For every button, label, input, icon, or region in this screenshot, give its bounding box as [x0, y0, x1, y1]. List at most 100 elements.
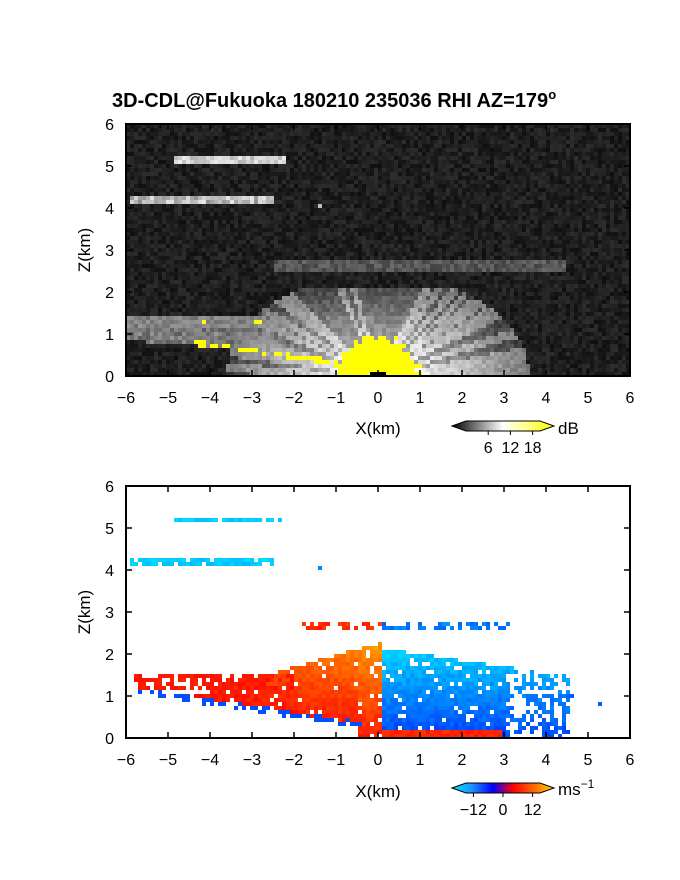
reflectivity-cell: [162, 296, 166, 300]
reflectivity-cell: [206, 236, 210, 240]
reflectivity-cell: [374, 284, 378, 288]
reflectivity-cell: [314, 216, 318, 220]
reflectivity-cell: [354, 168, 358, 172]
reflectivity-cell: [330, 136, 334, 140]
reflectivity-cell: [282, 180, 286, 184]
reflectivity-cell: [166, 184, 170, 188]
reflectivity-cell: [330, 188, 334, 192]
reflectivity-cell: [282, 196, 286, 200]
reflectivity-cell: [262, 128, 266, 132]
reflectivity-cell: [398, 276, 402, 280]
reflectivity-cell: [222, 140, 226, 144]
reflectivity-cell: [322, 304, 326, 308]
reflectivity-cell: [366, 296, 370, 300]
reflectivity-cell: [250, 248, 254, 252]
reflectivity-cell: [166, 304, 170, 308]
reflectivity-cell: [242, 128, 246, 132]
reflectivity-cell: [222, 208, 226, 212]
reflectivity-cell: [226, 268, 230, 272]
reflectivity-cell: [330, 128, 334, 132]
reflectivity-cell: [370, 220, 374, 224]
reflectivity-cell: [374, 264, 378, 268]
reflectivity-cell: [270, 308, 274, 312]
reflectivity-cell: [134, 348, 138, 352]
reflectivity-cell: [198, 288, 202, 292]
reflectivity-cell: [274, 344, 278, 348]
reflectivity-cell: [358, 180, 362, 184]
reflectivity-cell: [246, 296, 250, 300]
reflectivity-cell: [194, 240, 198, 244]
reflectivity-cell: [146, 136, 150, 140]
reflectivity-cell: [382, 244, 386, 248]
reflectivity-cell: [198, 280, 202, 284]
reflectivity-cell: [150, 212, 154, 216]
reflectivity-cell: [242, 228, 246, 232]
reflectivity-cell: [126, 192, 130, 196]
reflectivity-cell: [278, 288, 282, 292]
reflectivity-cell: [134, 312, 138, 316]
reflectivity-cell: [378, 192, 382, 196]
reflectivity-cell: [286, 312, 290, 316]
reflectivity-cell: [342, 368, 346, 372]
reflectivity-cell: [166, 220, 170, 224]
reflectivity-cell: [142, 356, 146, 360]
reflectivity-cell: [282, 320, 286, 324]
reflectivity-cell: [350, 156, 354, 160]
reflectivity-cell: [350, 224, 354, 228]
reflectivity-cell: [406, 184, 410, 188]
reflectivity-cell: [430, 364, 434, 368]
reflectivity-cell: [322, 228, 326, 232]
reflectivity-cell: [326, 224, 330, 228]
reflectivity-cell: [246, 316, 250, 320]
reflectivity-cell: [390, 308, 394, 312]
reflectivity-cell: [186, 300, 190, 304]
reflectivity-cell: [418, 224, 422, 228]
reflectivity-cell: [258, 356, 262, 360]
reflectivity-cell: [358, 296, 362, 300]
reflectivity-cell: [234, 232, 238, 236]
reflectivity-cell: [354, 280, 358, 284]
reflectivity-cell: [362, 124, 366, 128]
reflectivity-cell: [142, 264, 146, 268]
reflectivity-cell: [322, 208, 326, 212]
reflectivity-cell: [330, 216, 334, 220]
reflectivity-cell: [346, 272, 350, 276]
reflectivity-cell: [386, 192, 390, 196]
reflectivity-cell: [214, 160, 218, 164]
reflectivity-cell: [266, 184, 270, 188]
reflectivity-cell: [382, 128, 386, 132]
reflectivity-cell: [282, 132, 286, 136]
reflectivity-cell: [146, 252, 150, 256]
reflectivity-cell: [290, 268, 294, 272]
reflectivity-cell: [282, 312, 286, 316]
reflectivity-cell: [338, 360, 342, 364]
reflectivity-cell: [338, 256, 342, 260]
reflectivity-cell: [382, 320, 386, 324]
reflectivity-cell: [330, 352, 334, 356]
reflectivity-cell: [170, 232, 174, 236]
reflectivity-cell: [202, 232, 206, 236]
reflectivity-cell: [358, 236, 362, 240]
reflectivity-cell: [214, 164, 218, 168]
reflectivity-cell: [182, 192, 186, 196]
reflectivity-cell: [318, 284, 322, 288]
reflectivity-cell: [438, 168, 442, 172]
reflectivity-cell: [402, 188, 406, 192]
reflectivity-cell: [290, 204, 294, 208]
reflectivity-cell: [214, 152, 218, 156]
reflectivity-cell: [274, 320, 278, 324]
reflectivity-cell: [326, 312, 330, 316]
reflectivity-cell: [254, 328, 258, 332]
reflectivity-cell: [338, 176, 342, 180]
reflectivity-cell: [210, 204, 214, 208]
reflectivity-cell: [322, 156, 326, 160]
reflectivity-cell: [250, 336, 254, 340]
reflectivity-cell: [398, 220, 402, 224]
reflectivity-cell: [206, 352, 210, 356]
reflectivity-cell: [414, 212, 418, 216]
reflectivity-cell: [162, 244, 166, 248]
reflectivity-cell: [290, 324, 294, 328]
reflectivity-cell: [174, 252, 178, 256]
reflectivity-cell: [226, 208, 230, 212]
reflectivity-cell: [422, 236, 426, 240]
